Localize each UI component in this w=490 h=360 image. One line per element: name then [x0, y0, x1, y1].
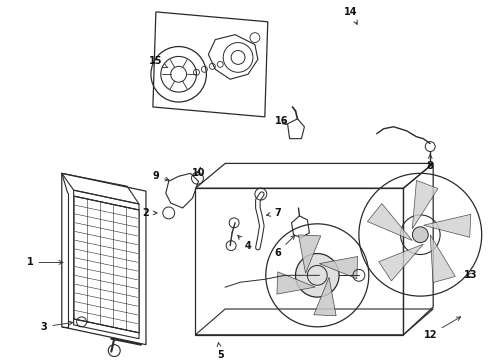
Polygon shape — [430, 235, 455, 283]
Text: 10: 10 — [192, 168, 205, 178]
Text: 2: 2 — [143, 208, 157, 218]
Circle shape — [413, 227, 428, 243]
Text: 9: 9 — [152, 171, 169, 181]
Polygon shape — [368, 203, 412, 240]
Polygon shape — [423, 214, 471, 237]
Polygon shape — [277, 272, 315, 294]
Text: 12: 12 — [423, 317, 461, 340]
Text: 15: 15 — [149, 57, 168, 68]
Text: 16: 16 — [275, 116, 289, 126]
Polygon shape — [379, 244, 423, 281]
Text: 11: 11 — [0, 359, 1, 360]
Text: 6: 6 — [274, 235, 295, 257]
Text: 8: 8 — [427, 154, 434, 171]
Text: 1: 1 — [27, 257, 63, 267]
Polygon shape — [314, 278, 336, 316]
Text: 3: 3 — [41, 321, 73, 332]
Polygon shape — [412, 180, 438, 229]
Text: 14: 14 — [344, 7, 358, 24]
Text: 5: 5 — [217, 343, 223, 360]
Text: 7: 7 — [267, 208, 281, 218]
Polygon shape — [319, 256, 358, 279]
Text: 13: 13 — [464, 270, 478, 280]
Text: 4: 4 — [238, 235, 251, 251]
Polygon shape — [298, 235, 321, 273]
Circle shape — [295, 253, 339, 297]
